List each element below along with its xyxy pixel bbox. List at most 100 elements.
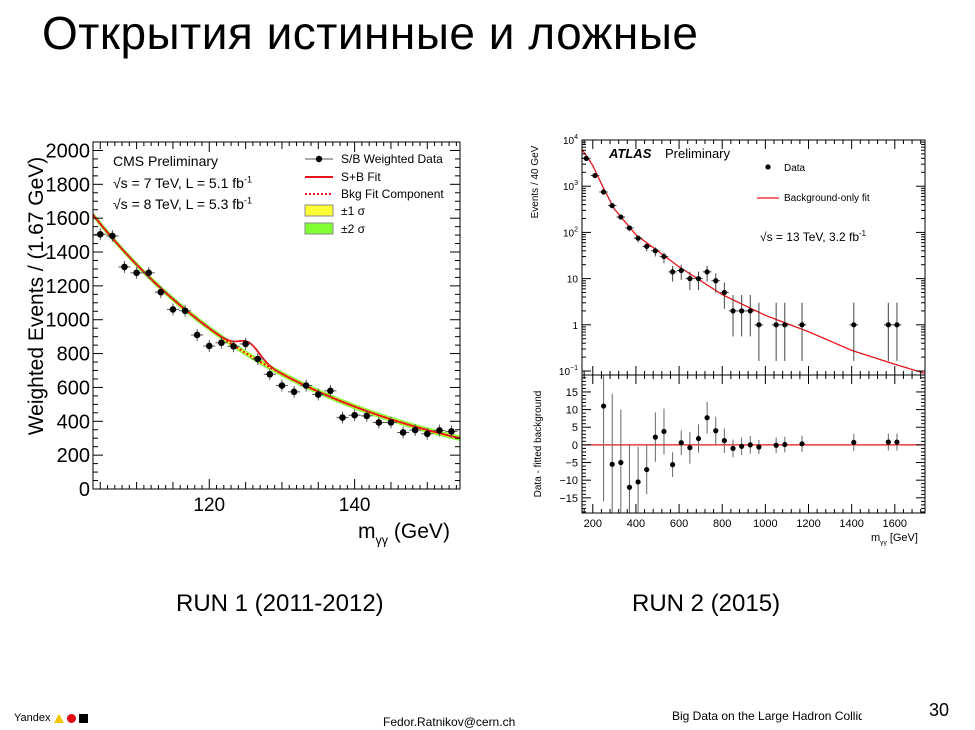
yandex-logo: Yandex bbox=[14, 712, 88, 724]
sb-fit-line bbox=[92, 214, 461, 440]
y-tick-label: −5 bbox=[565, 458, 578, 470]
cms-annotation: √s = 7 TeV, L = 5.1 fb-1 bbox=[113, 174, 252, 191]
circle-icon bbox=[66, 713, 76, 723]
residual-point bbox=[704, 415, 710, 421]
background-fit-line bbox=[581, 148, 926, 374]
legend-data-marker bbox=[315, 155, 323, 163]
y-tick-label: 400 bbox=[57, 411, 90, 433]
data-point bbox=[583, 155, 589, 161]
residual-point bbox=[721, 438, 727, 444]
data-point bbox=[687, 276, 693, 282]
residual-point bbox=[600, 403, 607, 409]
data-point bbox=[205, 342, 213, 350]
y-tick-label: 1600 bbox=[46, 208, 91, 230]
residual-point bbox=[730, 445, 736, 452]
y-tick-label: 200 bbox=[57, 445, 90, 467]
legend-entry: ±1 σ bbox=[341, 204, 366, 218]
atlas-annotation: √s = 13 TeV, 3.2 fb-1 bbox=[760, 229, 866, 244]
logo-text: Yandex bbox=[14, 712, 51, 724]
data-point bbox=[363, 412, 371, 420]
data-point bbox=[704, 269, 710, 275]
data-point bbox=[609, 203, 615, 209]
data-point bbox=[302, 382, 310, 389]
data-point bbox=[157, 288, 165, 296]
legend-2sigma-box bbox=[304, 222, 334, 235]
y-tick-base: 1 bbox=[572, 321, 578, 332]
x-axis-label: mγγ [GeV] bbox=[871, 532, 918, 546]
residual-point bbox=[773, 442, 779, 448]
legend-entry: Background-only fit bbox=[784, 193, 870, 204]
data-point bbox=[218, 339, 225, 347]
residual-point bbox=[687, 445, 693, 451]
data-point bbox=[399, 429, 407, 436]
run2-label: RUN 2 (2015) bbox=[632, 590, 781, 617]
data-point bbox=[592, 172, 598, 179]
y-tick-label: 102 bbox=[563, 226, 578, 239]
y-tick-base: 10 bbox=[567, 275, 579, 286]
data-point bbox=[145, 269, 153, 277]
y-tick-exp: 2 bbox=[574, 226, 578, 233]
data-point bbox=[618, 214, 624, 220]
y-tick-label: 1 bbox=[572, 321, 578, 332]
y-axis-label-top: Events / 40 GeV bbox=[530, 145, 541, 218]
y-tick-label: 5 bbox=[572, 422, 578, 434]
y-tick-exp: 4 bbox=[574, 134, 578, 141]
bkg-fit-line bbox=[92, 214, 461, 440]
legend-entry: Data bbox=[784, 163, 806, 174]
y-tick-exp: −1 bbox=[570, 365, 578, 372]
legend-entry: ±2 σ bbox=[341, 222, 366, 236]
residual-point bbox=[713, 428, 719, 434]
y-tick-base: 10 bbox=[563, 182, 575, 193]
y-tick-base: 10 bbox=[559, 367, 571, 378]
residual-point bbox=[756, 444, 762, 450]
data-point bbox=[242, 340, 249, 348]
x-tick-label: 120 bbox=[193, 495, 225, 516]
data-point bbox=[773, 322, 779, 328]
data-point bbox=[290, 388, 298, 396]
atlas-top-frame bbox=[581, 139, 926, 376]
legend-data-marker bbox=[765, 164, 771, 170]
residual-point bbox=[652, 434, 658, 440]
residual-point bbox=[670, 462, 676, 468]
square-icon bbox=[78, 713, 88, 723]
y-axis-label: Weighted Events / (1.67 GeV) bbox=[25, 157, 48, 436]
residual-point bbox=[885, 439, 891, 445]
xlabel-sub: γγ bbox=[376, 533, 389, 547]
y-axis-label-bottom: Data - fitted background bbox=[533, 391, 544, 498]
y-tick-base: 10 bbox=[563, 228, 575, 239]
data-point bbox=[96, 230, 104, 238]
cms-annotation-main: √s = 8 TeV, L = 5.3 fb bbox=[113, 196, 244, 212]
data-point bbox=[713, 278, 719, 284]
legend-entry: Bkg Fit Component bbox=[341, 187, 444, 201]
data-point bbox=[644, 243, 650, 249]
y-tick-label: 104 bbox=[563, 134, 578, 147]
data-point bbox=[739, 308, 745, 314]
y-tick-label: 10−1 bbox=[559, 365, 578, 378]
x-tick-label: 400 bbox=[627, 518, 645, 530]
residual-point bbox=[678, 440, 684, 446]
y-tick-base: 10 bbox=[563, 136, 575, 147]
data-point bbox=[635, 235, 641, 241]
x-tick-label: 200 bbox=[584, 518, 602, 530]
data-point bbox=[109, 232, 116, 240]
y-tick-label: 10 bbox=[567, 275, 579, 286]
x-tick-label: 600 bbox=[670, 518, 688, 530]
page-number: 30 bbox=[929, 700, 950, 720]
xlabel-unit: (GeV) bbox=[388, 520, 450, 543]
data-point bbox=[278, 382, 286, 389]
xlabel-m: m bbox=[358, 520, 376, 543]
data-point bbox=[626, 225, 633, 231]
data-point bbox=[670, 269, 676, 275]
cms-annotation-sup: -1 bbox=[244, 195, 252, 205]
y-tick-label: 10 bbox=[566, 405, 578, 417]
y-tick-label: 0 bbox=[572, 440, 578, 452]
data-point bbox=[782, 322, 788, 328]
data-point bbox=[747, 308, 753, 314]
residual-point bbox=[626, 484, 633, 490]
data-point bbox=[661, 253, 667, 260]
y-tick-label: 15 bbox=[566, 387, 578, 399]
data-point bbox=[254, 355, 262, 363]
y-tick-label: 600 bbox=[57, 377, 90, 399]
footer-email: Fedor.Ratnikov@cern.ch bbox=[383, 715, 516, 729]
